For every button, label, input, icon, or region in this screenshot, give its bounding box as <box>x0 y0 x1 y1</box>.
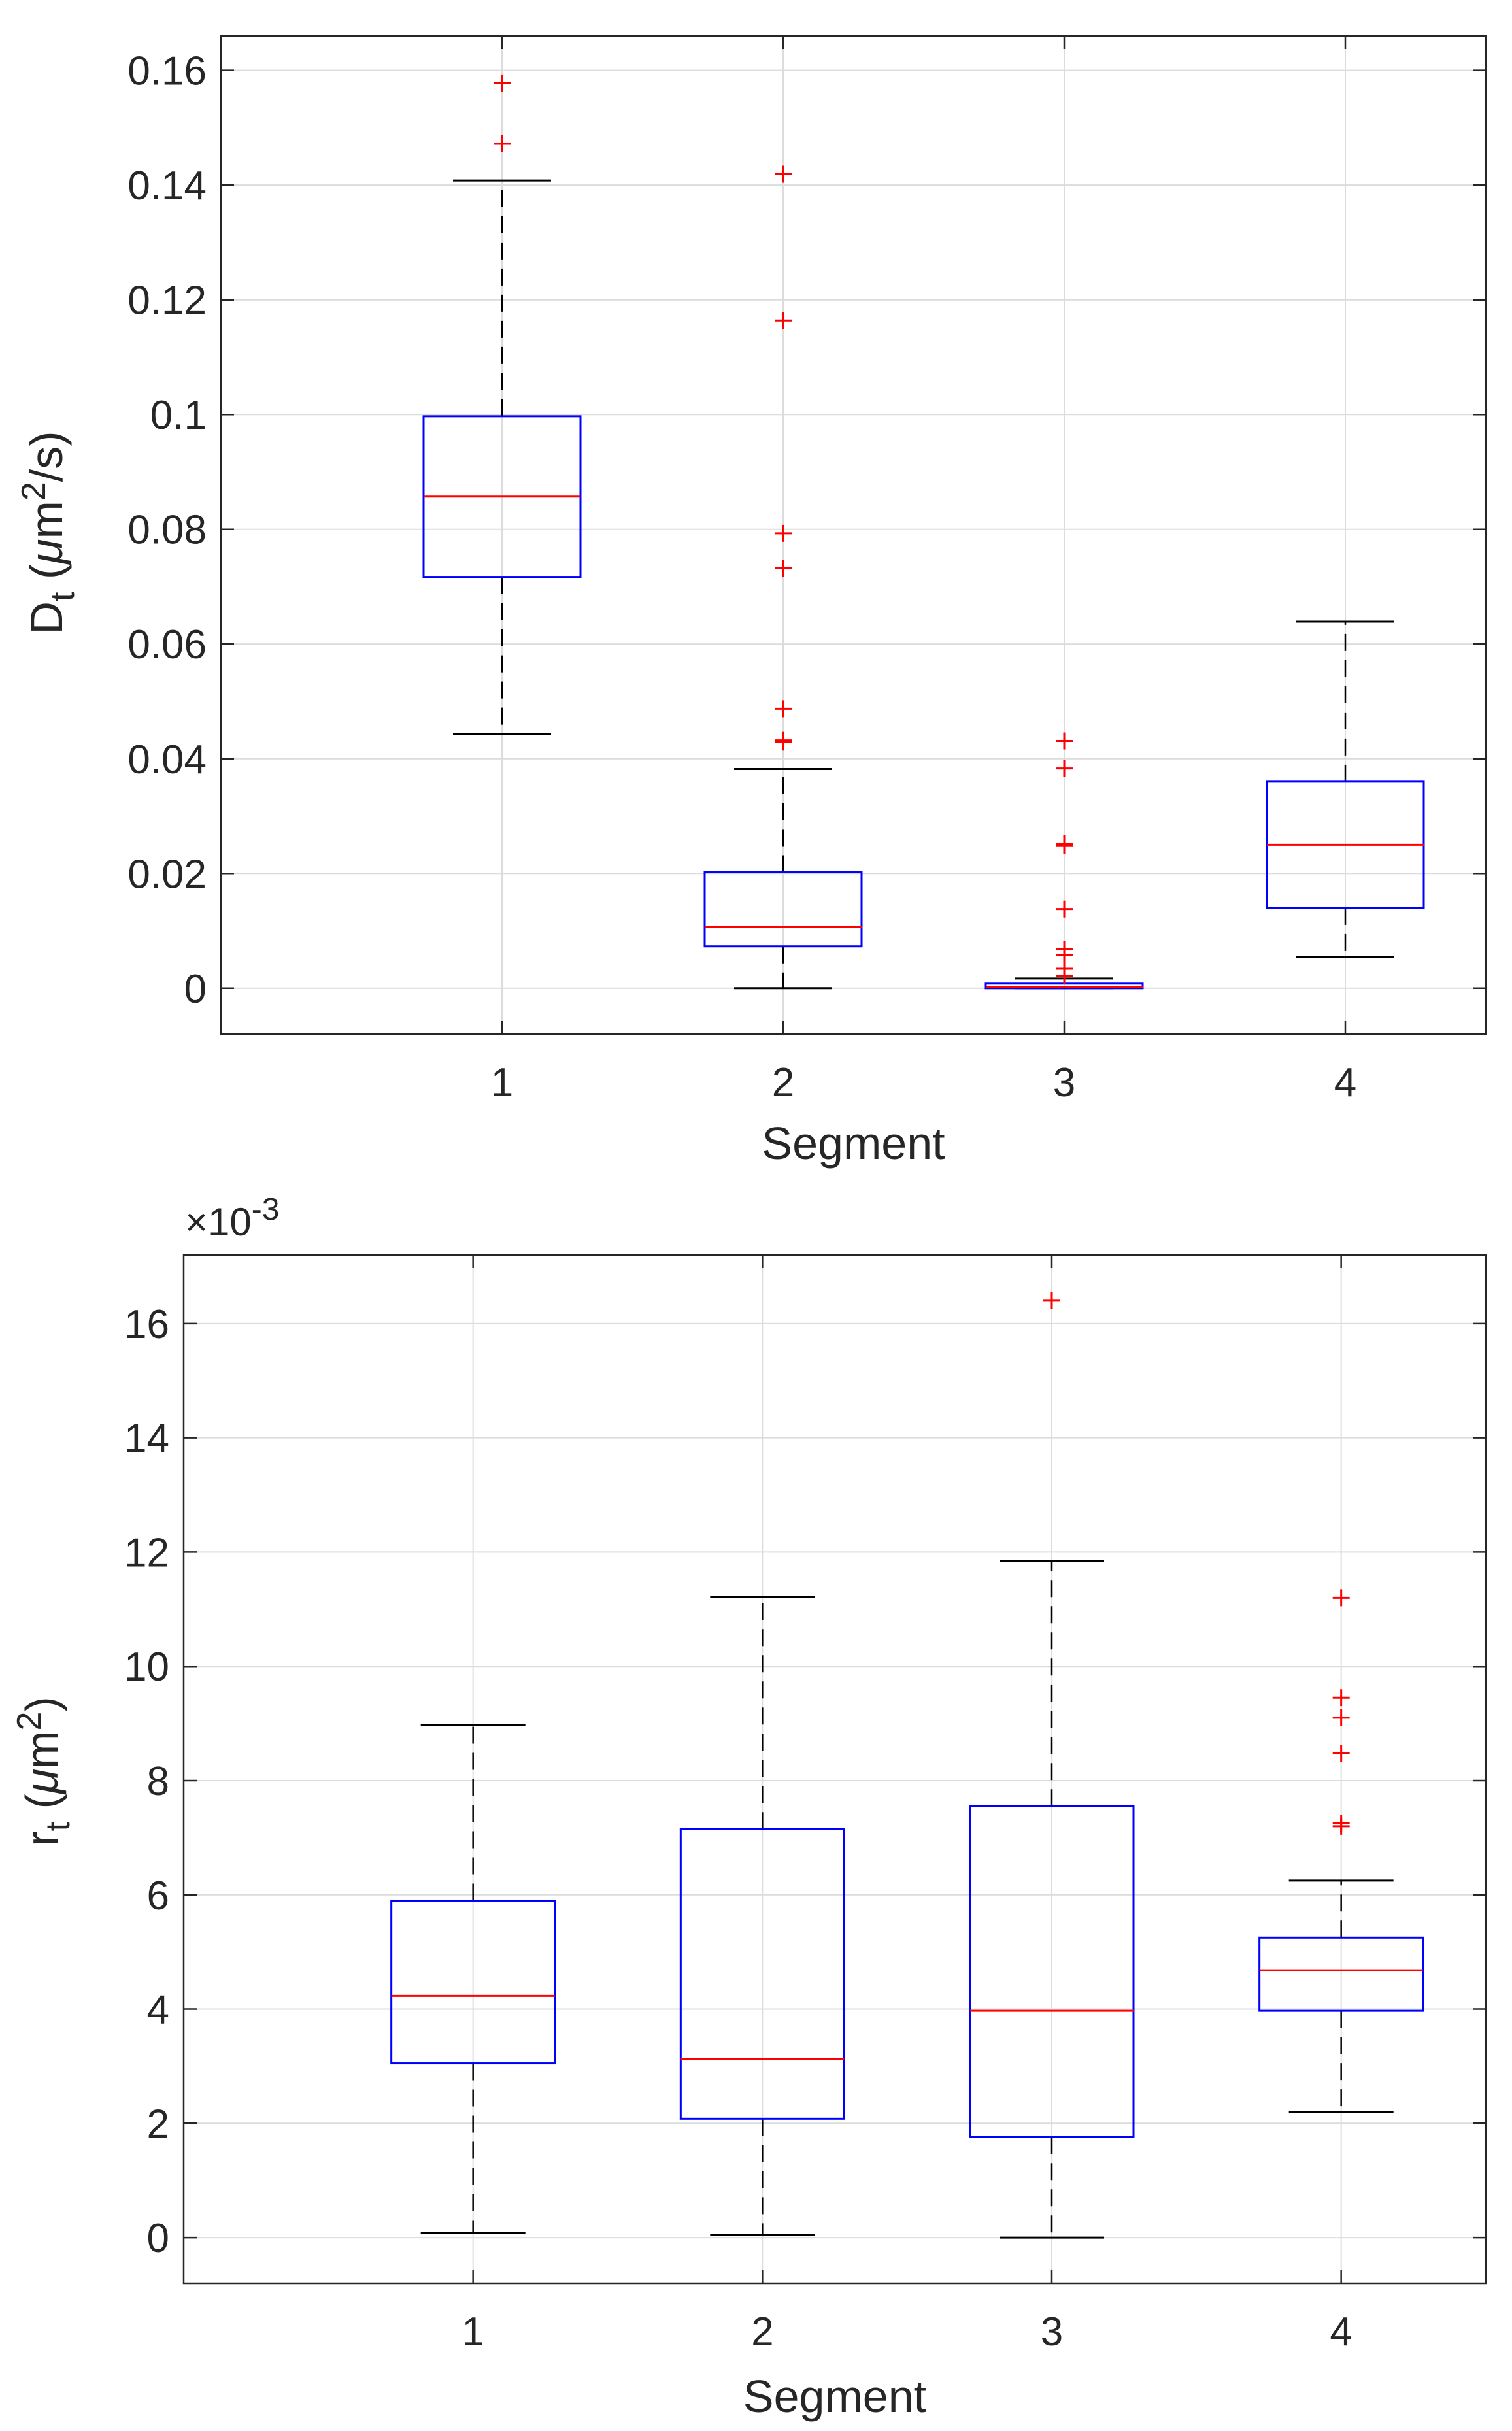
outlier-marker <box>1332 1709 1350 1726</box>
x-axis-label: Segment <box>762 1118 945 1169</box>
outlier-marker <box>1056 900 1073 918</box>
y-label-mu: μ <box>16 1769 67 1795</box>
outlier-marker <box>1332 1589 1350 1607</box>
outlier-marker <box>775 165 792 183</box>
outlier-marker <box>1332 1745 1350 1762</box>
y-tick-label: 14 <box>124 1417 169 1462</box>
y-label-superscript: 2 <box>10 1712 48 1731</box>
exponent-prefix: ×10 <box>185 1200 252 1244</box>
y-tick-label: 2 <box>147 2102 169 2147</box>
iqr-box <box>703 871 863 948</box>
x-tick-label: 1 <box>462 2309 484 2355</box>
y-tick-label: 16 <box>124 1302 169 1347</box>
outlier-marker <box>1056 760 1073 777</box>
iqr-box <box>969 1805 1135 2138</box>
y-label-unit: m <box>21 501 72 539</box>
y-tick-label: 0.06 <box>127 622 207 667</box>
box-group-4 <box>1258 1589 1424 2113</box>
y-tick-label: 0.12 <box>127 278 207 324</box>
y-label-superscript: 2 <box>15 482 53 501</box>
y-tick-label: 0.04 <box>127 737 207 782</box>
axis-exponent-label: ×10-3 <box>185 1192 279 1244</box>
y-tick-label: 0 <box>147 2216 169 2261</box>
y-label-close: /s) <box>21 431 72 482</box>
y-tick-label: 12 <box>124 1530 169 1575</box>
outlier-marker <box>1332 1689 1350 1707</box>
y-label-unit: m <box>16 1731 67 1769</box>
y-tick-label: 8 <box>147 1759 169 1804</box>
x-tick-label: 3 <box>1041 2309 1063 2355</box>
y-axis-label: Dt (μm2/s) <box>15 431 82 634</box>
box-group-4 <box>1266 620 1425 958</box>
x-tick-label: 4 <box>1330 2309 1352 2355</box>
box-group-1 <box>422 74 582 735</box>
outlier-marker <box>775 700 792 718</box>
x-tick-label: 4 <box>1334 1060 1356 1105</box>
y-label-base: D <box>21 601 72 635</box>
outlier-marker <box>494 135 511 152</box>
box-layer <box>422 74 1425 990</box>
outlier-marker <box>1043 1292 1060 1309</box>
outlier-marker <box>1056 941 1073 958</box>
outlier-marker <box>775 524 792 542</box>
outlier-marker <box>1056 835 1073 852</box>
x-tick-label: 2 <box>772 1060 794 1105</box>
y-tick-label: 0.1 <box>150 393 207 438</box>
y-label-close: ) <box>16 1696 67 1711</box>
axes-frame <box>220 35 1487 1035</box>
y-tick-label: 0.14 <box>127 163 207 209</box>
box-group-3 <box>969 1292 1135 2239</box>
y-axis-label: rt (μm2) <box>10 1696 77 1846</box>
axes-frame <box>182 1254 1487 2285</box>
iqr-box <box>1258 1936 1424 2012</box>
outlier-marker <box>1332 1815 1350 1832</box>
y-label-subscript: t <box>39 1821 77 1831</box>
outlier-marker <box>775 312 792 329</box>
y-tick-label: 4 <box>147 1988 169 2033</box>
y-tick-label: 10 <box>124 1645 169 1690</box>
iqr-box <box>679 1828 845 2120</box>
y-label-open: ( <box>21 564 72 592</box>
y-label-mu: μ <box>21 539 72 565</box>
y-label-subscript: t <box>44 592 82 601</box>
y-tick-label: 0 <box>184 967 207 1012</box>
x-tick-label: 3 <box>1053 1060 1075 1105</box>
box-group-1 <box>390 1724 556 2234</box>
tick-layer: 0 0.02 0.04 0.06 0.08 0.1 0.12 0.14 0.16 1 2 3 4 <box>127 36 1486 1105</box>
y-label-base: r <box>16 1831 67 1846</box>
box-layer <box>390 1292 1424 2239</box>
x-tick-label: 1 <box>491 1060 513 1105</box>
outlier-marker <box>494 74 511 92</box>
chart-diffusion-coefficient: 0 0.02 0.04 0.06 0.08 0.1 0.12 0.14 0.16 1 2 3 4 Seg… <box>15 35 1487 1169</box>
x-tick-label: 2 <box>751 2309 773 2355</box>
y-tick-label: 6 <box>147 1873 169 1919</box>
y-tick-label: 0.02 <box>127 852 207 897</box>
outlier-marker <box>775 560 792 577</box>
y-tick-label: 0.08 <box>127 508 207 553</box>
box-group-3 <box>984 732 1144 990</box>
box-group-2 <box>703 165 863 990</box>
y-label-open: ( <box>16 1794 67 1822</box>
exponent-power: -3 <box>252 1192 280 1227</box>
iqr-box <box>390 1899 556 2065</box>
outlier-marker <box>775 731 792 749</box>
x-axis-label: Segment <box>743 2371 926 2422</box>
outlier-marker <box>1056 732 1073 750</box>
box-group-2 <box>679 1596 845 2236</box>
y-tick-label: 0.16 <box>127 49 207 94</box>
